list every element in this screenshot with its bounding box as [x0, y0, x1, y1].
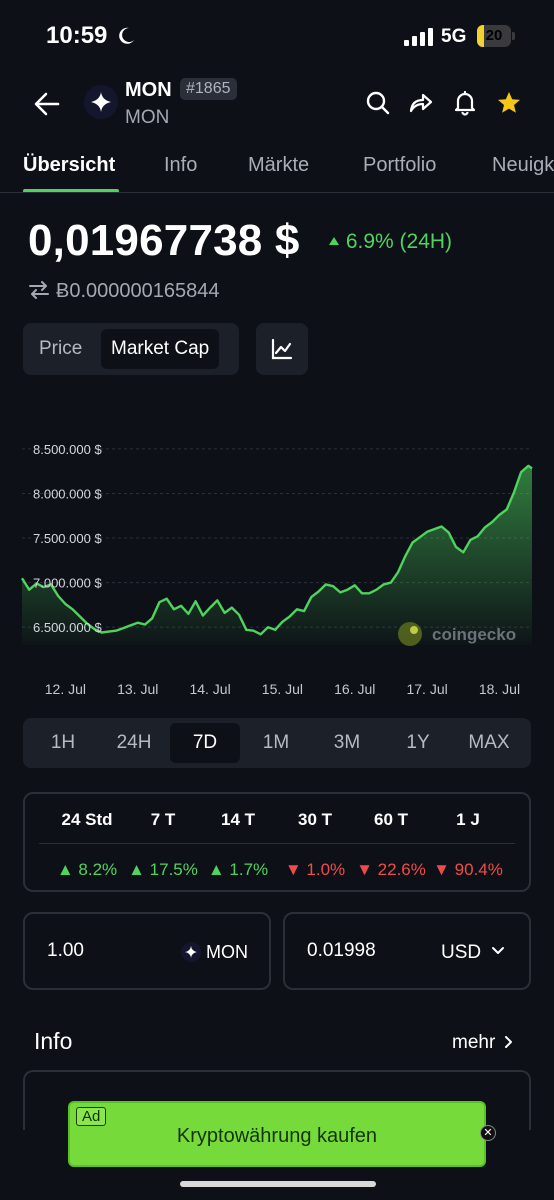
- tab-info[interactable]: Info: [164, 154, 198, 176]
- swap-icon: [29, 281, 49, 299]
- info-section-title: Info: [34, 1028, 73, 1054]
- perf-header-14d: 14 T: [220, 810, 256, 829]
- y-tick-label: 6.500.000 $: [33, 620, 102, 635]
- perf-header-1y: 1 J: [456, 810, 480, 829]
- perf-header-30d: 30 T: [297, 810, 333, 829]
- x-tick-label: 18. Jul: [479, 681, 520, 697]
- x-tick-label: 13. Jul: [117, 681, 158, 697]
- search-icon[interactable]: [365, 90, 391, 116]
- rank-badge: #1865: [180, 78, 237, 100]
- perf-value-30d: ▼ 1.0%: [284, 860, 346, 879]
- moon-icon: [119, 27, 134, 44]
- network-type: 5G: [441, 26, 467, 47]
- tab-markets[interactable]: Märkte: [248, 154, 310, 176]
- market-cap-chart[interactable]: 8.500.000 $ 8.000.000 $ 7.500.000 $ 7.000.0…: [0, 430, 554, 710]
- watermark-text: coingecko: [432, 625, 516, 644]
- range-3m[interactable]: 3M: [333, 732, 361, 753]
- signal-icon: [404, 28, 433, 46]
- tab-overview[interactable]: Übersicht: [23, 154, 116, 176]
- converter-from[interactable]: 1.00 MON: [23, 912, 271, 990]
- price-btc-value: Ƀ0.000000165844: [56, 280, 220, 302]
- coin-logo: [84, 85, 118, 119]
- ad-tag: Ad: [76, 1107, 107, 1126]
- chevron-right-icon: [504, 1036, 512, 1048]
- chevron-down-icon[interactable]: [491, 946, 505, 956]
- star-icon[interactable]: [496, 90, 522, 116]
- ad-banner[interactable]: Ad Kryptowährung kaufen: [68, 1101, 486, 1167]
- home-indicator: [180, 1181, 376, 1187]
- back-arrow-icon[interactable]: [32, 89, 62, 119]
- market-cap-line: [20, 464, 533, 636]
- range-1m[interactable]: 1M: [262, 732, 290, 753]
- price-value: 0,01967738 $: [28, 216, 300, 265]
- perf-header-60d: 60 T: [373, 810, 409, 829]
- ad-close-icon[interactable]: ✕: [480, 1125, 496, 1141]
- perf-value-24h: ▲ 8.2%: [56, 860, 118, 879]
- bell-icon[interactable]: [452, 90, 478, 116]
- y-tick-label: 8.500.000 $: [33, 442, 102, 457]
- price-btc: Ƀ0.000000165844: [28, 280, 220, 303]
- y-tick-label: 8.000.000 $: [33, 486, 102, 501]
- converter-to-unit[interactable]: USD: [441, 942, 482, 963]
- time-range-selector: 1H 24H 7D 1M 3M 1Y MAX: [23, 718, 531, 768]
- market-cap-area: [22, 465, 532, 645]
- perf-value-14d: ▲ 1.7%: [207, 860, 269, 879]
- price-change-value: 6.9% (24H): [345, 230, 453, 253]
- coin-small-icon: [181, 942, 201, 962]
- range-24h[interactable]: 24H: [116, 732, 152, 753]
- x-tick-label: 12. Jul: [45, 681, 86, 697]
- status-time: 10:59: [46, 22, 108, 49]
- status-bar: 10:59 5G 20: [0, 0, 554, 70]
- perf-value-1y: ▼ 90.4%: [433, 860, 503, 879]
- x-tick-label: 16. Jul: [334, 681, 375, 697]
- info-more-link[interactable]: mehr: [452, 1032, 514, 1054]
- x-tick-label: 14. Jul: [189, 681, 230, 697]
- y-tick-label: 7.000.000 $: [33, 576, 102, 591]
- range-7d[interactable]: 7D: [170, 723, 240, 763]
- line-chart-icon: [271, 338, 293, 360]
- active-tab-indicator: [23, 189, 119, 192]
- price-change: 6.9% (24H): [328, 230, 452, 254]
- performance-table: 24 Std 7 T 14 T 30 T 60 T 1 J ▲ 8.2% ▲ 1…: [23, 792, 531, 892]
- triangle-up-icon: [329, 237, 339, 245]
- perf-value-60d: ▼ 22.6%: [356, 860, 426, 879]
- tab-news[interactable]: Neuigk: [492, 154, 554, 176]
- ad-buy-crypto-button[interactable]: Kryptowährung kaufen: [176, 1125, 378, 1147]
- range-max[interactable]: MAX: [468, 732, 510, 753]
- battery-icon: 20: [477, 25, 515, 47]
- converter-from-value[interactable]: 1.00: [47, 940, 84, 961]
- x-tick-label: 17. Jul: [406, 681, 447, 697]
- perf-header-24h: 24 Std: [61, 810, 113, 829]
- perf-value-7d: ▲ 17.5%: [128, 860, 198, 879]
- range-1h[interactable]: 1H: [50, 732, 76, 753]
- perf-header-7d: 7 T: [150, 810, 176, 829]
- chart-type-button[interactable]: [256, 323, 308, 375]
- toggle-market-cap[interactable]: Market Cap: [101, 329, 220, 369]
- range-1y[interactable]: 1Y: [406, 732, 430, 753]
- converter-from-unit: MON: [206, 942, 248, 962]
- coin-name: MON: [125, 79, 172, 101]
- tab-bar: Übersicht Info Märkte Portfolio Neuigk: [0, 145, 554, 193]
- share-icon[interactable]: [408, 90, 434, 116]
- info-card: [23, 1070, 531, 1130]
- toggle-price[interactable]: Price: [39, 338, 83, 359]
- coin-symbol: MON: [125, 107, 170, 128]
- coin-header: MON #1865 MON: [0, 75, 554, 135]
- battery-level: 20: [485, 27, 503, 44]
- y-tick-label: 7.500.000 $: [33, 531, 102, 546]
- converter-to[interactable]: 0.01998 USD: [283, 912, 531, 990]
- tab-portfolio[interactable]: Portfolio: [363, 154, 437, 176]
- battery-fill: [477, 25, 484, 47]
- converter-to-value[interactable]: 0.01998: [307, 940, 376, 961]
- coingecko-watermark: coingecko: [398, 622, 516, 646]
- x-tick-label: 15. Jul: [262, 681, 303, 697]
- price-marketcap-toggle: Price Market Cap: [23, 323, 239, 375]
